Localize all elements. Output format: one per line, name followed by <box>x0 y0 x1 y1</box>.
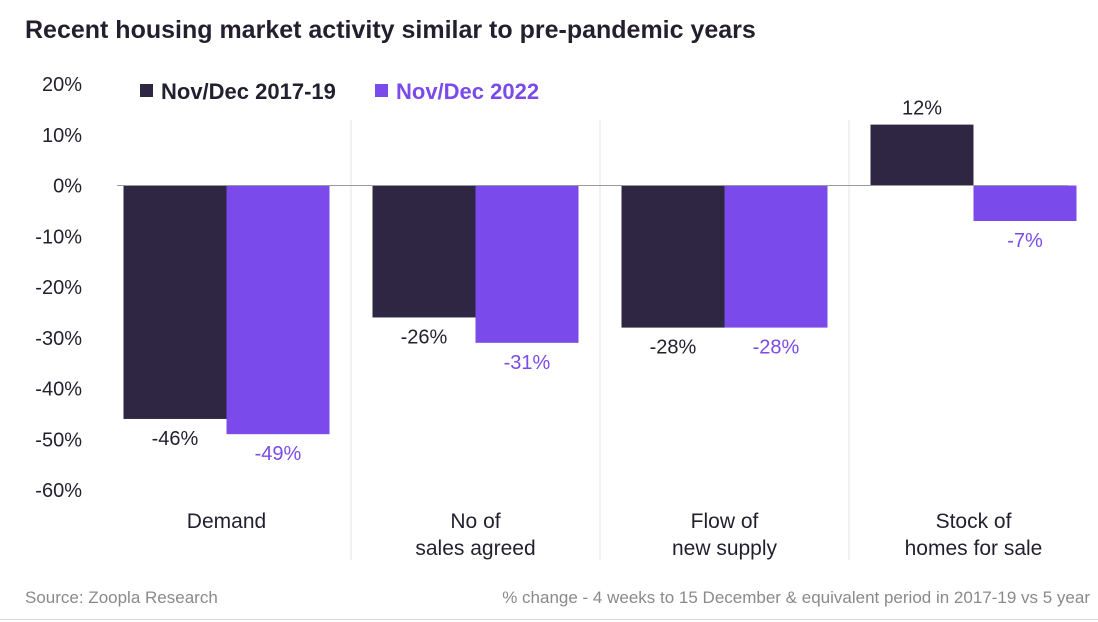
y-tick-label: -20% <box>35 277 82 299</box>
source-note: Source: Zoopla Research <box>25 588 218 607</box>
data-label: -28% <box>650 337 697 359</box>
bar-series1 <box>621 185 725 328</box>
y-tick-label: -60% <box>35 480 82 502</box>
footer-divider <box>0 619 1098 620</box>
x-tick-label: Flow of <box>691 510 759 533</box>
legend-swatch <box>140 84 153 97</box>
data-label: -31% <box>504 352 551 374</box>
legend-label: Nov/Dec 2022 <box>396 79 539 104</box>
bar-series1 <box>123 185 227 419</box>
bar-series1 <box>870 124 974 186</box>
data-label: -28% <box>753 337 800 359</box>
chart-title: Recent housing market activity similar t… <box>25 16 756 44</box>
y-tick-label: -10% <box>35 226 82 248</box>
y-tick-label: -40% <box>35 379 82 401</box>
y-tick-label: -50% <box>35 429 82 451</box>
y-tick-label: 10% <box>42 125 82 147</box>
x-tick-label: Demand <box>187 510 266 533</box>
x-tick-label: Stock of <box>936 510 1012 533</box>
methodology-note: % change - 4 weeks to 15 December & equi… <box>502 588 1090 607</box>
legend-swatch <box>375 84 388 97</box>
x-tick-label: No of <box>450 510 500 533</box>
y-tick-label: -30% <box>35 328 82 350</box>
legend-label: Nov/Dec 2017-19 <box>161 79 336 104</box>
x-tick-label: new supply <box>672 537 778 560</box>
y-tick-label: 20% <box>42 74 82 96</box>
data-label: -46% <box>152 428 199 450</box>
data-label: -26% <box>401 326 448 348</box>
x-tick-label: sales agreed <box>415 537 535 560</box>
x-tick-label: homes for sale <box>905 537 1043 560</box>
bar-series1 <box>372 185 476 318</box>
bar-series2 <box>724 185 828 328</box>
data-label: -49% <box>255 443 302 465</box>
y-tick-label: 0% <box>53 176 82 198</box>
bar-series2 <box>973 185 1077 222</box>
data-label: 12% <box>902 98 942 120</box>
data-label: -7% <box>1007 230 1043 252</box>
bar-series2 <box>226 185 330 435</box>
bar-series2 <box>475 185 579 343</box>
